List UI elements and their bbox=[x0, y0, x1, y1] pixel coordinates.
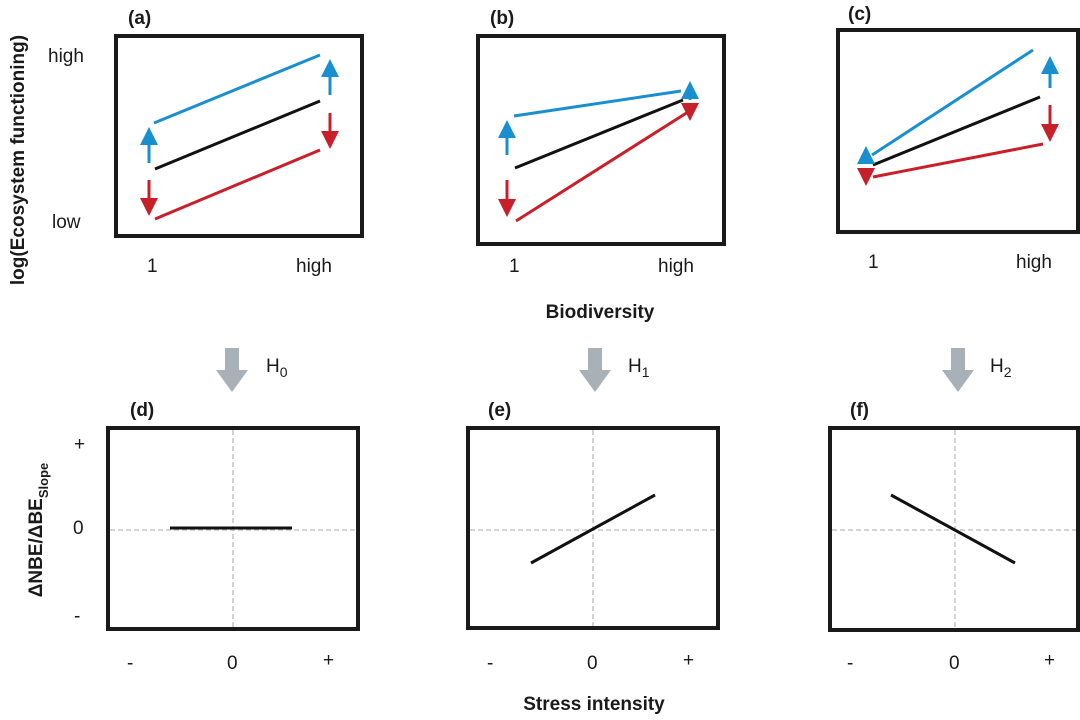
xtick-high: high bbox=[658, 256, 694, 277]
svg-text:H2: H2 bbox=[990, 356, 1012, 380]
down-arrow-icon bbox=[579, 348, 611, 392]
bottom-xlabel: Stress intensity bbox=[523, 694, 665, 715]
xtick-1: 1 bbox=[868, 252, 879, 273]
increase-line bbox=[513, 89, 682, 118]
ytick-low: low bbox=[52, 212, 81, 233]
panel-label-d: (d) bbox=[130, 400, 154, 421]
xtick-plus: + bbox=[683, 650, 694, 671]
ytick-high: high bbox=[48, 46, 84, 67]
hypothesis-h1: H1 bbox=[579, 348, 650, 392]
xtick-zero: 0 bbox=[587, 653, 598, 674]
xtick-minus: - bbox=[847, 653, 853, 674]
panel-b: (b) 1 high bbox=[476, 8, 726, 277]
decrease-line bbox=[872, 142, 1044, 179]
increase-line bbox=[871, 48, 1034, 157]
bottom-ylabel: ΔNBE/ΔBESlope bbox=[26, 463, 51, 598]
down-arrow-icon bbox=[942, 348, 974, 392]
panel-label-f: (f) bbox=[850, 400, 869, 421]
baseline-line bbox=[514, 98, 684, 170]
xtick-plus: + bbox=[1044, 650, 1055, 671]
xtick-minus: - bbox=[127, 653, 133, 674]
xtick-zero: 0 bbox=[227, 653, 238, 674]
xtick-zero: 0 bbox=[949, 653, 960, 674]
hypothesis-h0: H0 bbox=[216, 348, 288, 392]
panel-a: (a) high low 1 high bbox=[48, 8, 364, 277]
baseline-line bbox=[872, 95, 1041, 167]
xtick-high: high bbox=[1016, 252, 1052, 273]
down-arrow-icon bbox=[216, 348, 248, 392]
xtick-plus: + bbox=[323, 650, 334, 671]
decrease-line bbox=[154, 148, 321, 221]
ytick-minus: - bbox=[74, 606, 80, 627]
panel-e: (e) - 0 + bbox=[466, 400, 720, 674]
top-xlabel: Biodiversity bbox=[546, 302, 655, 323]
svg-text:H1: H1 bbox=[628, 356, 650, 380]
ytick-plus: + bbox=[74, 434, 85, 455]
panel-d: (d) + 0 - - 0 + bbox=[73, 400, 360, 674]
panel-label-e: (e) bbox=[488, 400, 511, 421]
response-line bbox=[530, 493, 656, 565]
hypothesis-h2: H2 bbox=[942, 348, 1012, 392]
baseline-line bbox=[154, 99, 321, 171]
ytick-zero: 0 bbox=[73, 518, 84, 539]
xtick-1: 1 bbox=[509, 256, 520, 277]
panel-label-b: (b) bbox=[490, 8, 514, 29]
panel-f: (f) - 0 + bbox=[828, 400, 1080, 674]
xtick-high: high bbox=[296, 256, 332, 277]
xtick-minus: - bbox=[487, 653, 493, 674]
decrease-line bbox=[515, 110, 689, 223]
response-line bbox=[890, 493, 1016, 565]
panel-label-a: (a) bbox=[128, 8, 151, 29]
top-ylabel: log(Ecosystem functioning) bbox=[8, 35, 29, 285]
svg-text:H0: H0 bbox=[266, 356, 288, 380]
xtick-1: 1 bbox=[147, 256, 158, 277]
increase-line bbox=[153, 53, 321, 125]
panel-label-c: (c) bbox=[848, 4, 871, 25]
panel-c: (c) 1 high bbox=[836, 4, 1080, 273]
